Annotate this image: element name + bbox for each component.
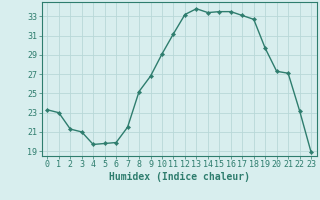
X-axis label: Humidex (Indice chaleur): Humidex (Indice chaleur) <box>109 172 250 182</box>
